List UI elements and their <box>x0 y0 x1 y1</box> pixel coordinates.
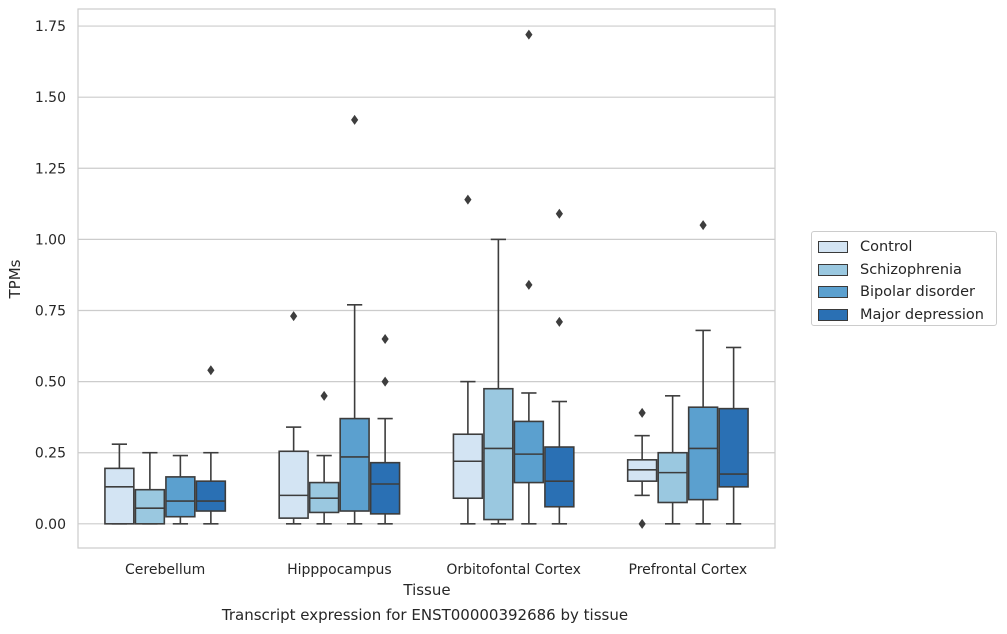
chart-caption: Transcript expression for ENST0000039268… <box>221 606 629 624</box>
y-tick-label: 1.75 <box>35 19 66 35</box>
box-iqr <box>165 476 196 518</box>
box-iqr <box>718 407 749 488</box>
legend-item: Major depression <box>818 304 996 327</box>
box-iqr <box>104 467 135 525</box>
y-axis-label: TPMs <box>6 259 24 299</box>
box-iqr <box>369 461 401 515</box>
box-iqr <box>134 488 166 525</box>
legend-swatch <box>818 241 848 254</box>
box-group <box>452 194 484 525</box>
legend-label: Bipolar disorder <box>860 284 975 301</box>
outlier-point <box>290 311 298 322</box>
box-group <box>339 114 370 525</box>
legend-swatch <box>818 286 848 299</box>
x-tick-label: Hipppocampus <box>287 562 392 578</box>
x-tick-label: Cerebellum <box>125 562 205 578</box>
legend-item: Control <box>818 236 996 259</box>
outlier-point <box>207 365 215 376</box>
legend-swatch <box>818 308 848 321</box>
box-iqr <box>513 420 545 484</box>
outlier-point <box>464 194 472 205</box>
y-tick-label: 0.50 <box>35 375 66 391</box>
box-iqr <box>339 417 370 512</box>
outlier-point <box>381 376 389 387</box>
x-axis-label: Tissue <box>402 581 450 599</box>
outlier-point <box>555 208 563 219</box>
outlier-point <box>381 333 389 344</box>
outlier-point <box>638 518 646 529</box>
box-iqr <box>452 433 484 500</box>
box-group <box>104 443 135 525</box>
box-group <box>195 365 227 525</box>
box-group <box>278 311 309 525</box>
outlier-point <box>638 407 646 418</box>
y-tick-label: 1.50 <box>35 90 66 106</box>
box-group <box>308 390 340 525</box>
box-group <box>369 333 401 525</box>
box-iqr <box>687 406 719 501</box>
y-tick-label: 0.00 <box>35 517 66 533</box>
box-iqr <box>278 450 309 519</box>
box-group <box>718 346 749 525</box>
outlier-point <box>555 316 563 327</box>
box-group <box>513 29 545 525</box>
y-tick-label: 0.75 <box>35 303 66 319</box>
legend-label: Major depression <box>860 306 984 323</box>
outlier-point <box>351 114 359 125</box>
box-group <box>657 395 688 525</box>
legend-label: Control <box>860 239 913 256</box>
y-tick-labels: 0.00 0.25 0.50 0.75 1.00 1.25 1.50 1.75 <box>35 19 66 533</box>
x-tick-labels: Cerebellum Hipppocampus Orbitofontal Corte… <box>125 562 747 578</box>
x-tick-label: Orbitofontal Cortex <box>446 562 581 578</box>
outlier-point <box>525 279 533 290</box>
legend-swatch <box>818 263 848 276</box>
y-grid-lines <box>78 25 775 525</box>
legend-item: Schizophrenia <box>818 259 996 282</box>
box-group <box>626 407 658 529</box>
box-iqr <box>657 451 688 504</box>
x-tick-label: Prefrontal Cortex <box>629 562 748 578</box>
y-tick-label: 1.25 <box>35 161 66 177</box>
box-iqr <box>544 446 575 508</box>
outlier-point <box>525 29 533 40</box>
legend-label: Schizophrenia <box>860 261 962 278</box>
outlier-point <box>320 390 328 401</box>
legend-item: Bipolar disorder <box>818 281 996 304</box>
box-group <box>544 208 575 525</box>
y-tick-label: 0.25 <box>35 446 66 462</box>
box-group <box>165 454 196 525</box>
box-iqr <box>195 480 227 512</box>
outlier-point <box>699 220 707 231</box>
y-tick-label: 1.00 <box>35 232 66 248</box>
plot-frame <box>77 8 776 549</box>
legend: Control Schizophrenia Bipolar disorder Majo… <box>811 231 997 326</box>
box-group <box>483 238 514 525</box>
box-plot-area <box>104 29 749 529</box>
box-group <box>687 220 719 525</box>
box-iqr <box>483 387 514 521</box>
box-group <box>134 451 166 525</box>
